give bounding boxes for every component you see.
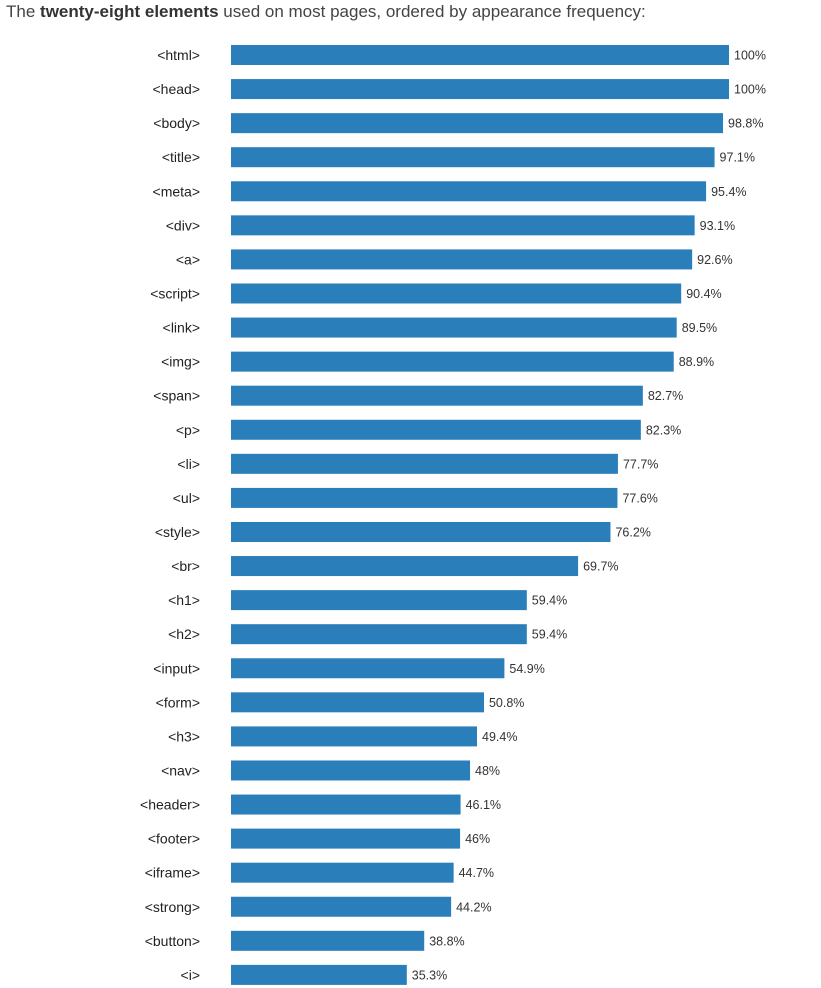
category-label: <strong> bbox=[145, 899, 200, 915]
bar bbox=[231, 351, 674, 372]
category-label: <span> bbox=[153, 388, 200, 404]
value-label: 50.8% bbox=[489, 696, 524, 710]
value-label: 88.9% bbox=[679, 355, 714, 369]
bar bbox=[231, 590, 527, 611]
value-label: 54.9% bbox=[509, 662, 544, 676]
category-label: <title> bbox=[162, 149, 200, 165]
intro-prefix: The bbox=[6, 2, 41, 21]
bar bbox=[231, 453, 618, 474]
category-label: <nav> bbox=[161, 762, 200, 778]
bar bbox=[231, 385, 643, 406]
category-label: <li> bbox=[177, 456, 200, 472]
bar bbox=[231, 862, 454, 883]
category-label: <header> bbox=[140, 797, 200, 813]
value-label: 38.8% bbox=[429, 934, 464, 948]
value-label: 44.7% bbox=[459, 866, 494, 880]
value-label: 35.3% bbox=[412, 968, 447, 982]
category-label: <head> bbox=[153, 81, 201, 97]
value-label: 89.5% bbox=[682, 321, 717, 335]
bar bbox=[231, 624, 527, 645]
chart-intro-text: The twenty-eight elements used on most p… bbox=[6, 0, 646, 24]
category-label: <h2> bbox=[168, 626, 200, 642]
category-label: <link> bbox=[163, 320, 200, 336]
bar bbox=[231, 45, 729, 65]
category-label: <html> bbox=[157, 47, 200, 63]
value-label: 76.2% bbox=[615, 525, 650, 539]
bar bbox=[231, 79, 729, 100]
category-label: <a> bbox=[176, 251, 200, 267]
bar bbox=[231, 896, 452, 917]
value-label: 90.4% bbox=[686, 287, 721, 301]
bar bbox=[231, 930, 425, 951]
category-label: <h1> bbox=[168, 592, 200, 608]
bar bbox=[231, 521, 611, 542]
bar bbox=[231, 181, 707, 202]
value-label: 59.4% bbox=[532, 594, 567, 608]
intro-suffix: used on most pages, ordered by appearanc… bbox=[218, 2, 646, 21]
bar bbox=[231, 215, 695, 236]
category-label: <br> bbox=[171, 558, 200, 574]
value-label: 95.4% bbox=[711, 185, 746, 199]
category-label: <input> bbox=[153, 660, 200, 676]
category-label: <img> bbox=[161, 354, 200, 370]
value-label: 98.8% bbox=[728, 117, 763, 131]
category-label: <meta> bbox=[153, 183, 200, 199]
intro-bold: twenty-eight elements bbox=[40, 2, 219, 21]
bar bbox=[231, 556, 579, 577]
category-label: <p> bbox=[176, 422, 200, 438]
category-label: <body> bbox=[153, 115, 200, 131]
category-label: <ul> bbox=[173, 490, 200, 506]
value-label: 46% bbox=[465, 832, 490, 846]
bar bbox=[231, 794, 461, 815]
category-label: <button> bbox=[145, 933, 200, 949]
category-label: <h3> bbox=[168, 728, 200, 744]
value-label: 49.4% bbox=[482, 730, 517, 744]
value-label: 77.6% bbox=[622, 491, 657, 505]
bar bbox=[231, 760, 471, 781]
bar bbox=[231, 726, 478, 747]
bar bbox=[231, 964, 407, 985]
value-label: 92.6% bbox=[697, 253, 732, 267]
bar bbox=[231, 249, 693, 270]
bar bbox=[231, 419, 641, 440]
bar bbox=[231, 317, 677, 338]
value-label: 59.4% bbox=[532, 628, 567, 642]
bar bbox=[231, 283, 682, 304]
value-label: 82.3% bbox=[646, 423, 681, 437]
bar bbox=[231, 828, 461, 849]
bar bbox=[231, 487, 618, 508]
category-label: <footer> bbox=[148, 831, 200, 847]
category-label: <script> bbox=[150, 285, 200, 301]
category-label: <div> bbox=[166, 217, 200, 233]
bar bbox=[231, 147, 715, 168]
value-label: 69.7% bbox=[583, 560, 618, 574]
value-label: 44.2% bbox=[456, 900, 491, 914]
category-label: <i> bbox=[181, 967, 200, 983]
value-label: 46.1% bbox=[466, 798, 501, 812]
value-label: 100% bbox=[734, 49, 766, 63]
value-label: 48% bbox=[475, 764, 500, 778]
value-label: 93.1% bbox=[700, 219, 735, 233]
value-label: 82.7% bbox=[648, 389, 683, 403]
bar bbox=[231, 692, 484, 713]
category-label: <style> bbox=[155, 524, 200, 540]
value-label: 97.1% bbox=[720, 151, 755, 165]
bar bbox=[231, 113, 724, 134]
value-label: 100% bbox=[734, 83, 766, 97]
value-label: 77.7% bbox=[623, 457, 658, 471]
category-label: <form> bbox=[156, 694, 200, 710]
bar bbox=[231, 658, 505, 679]
category-label: <iframe> bbox=[145, 865, 200, 881]
